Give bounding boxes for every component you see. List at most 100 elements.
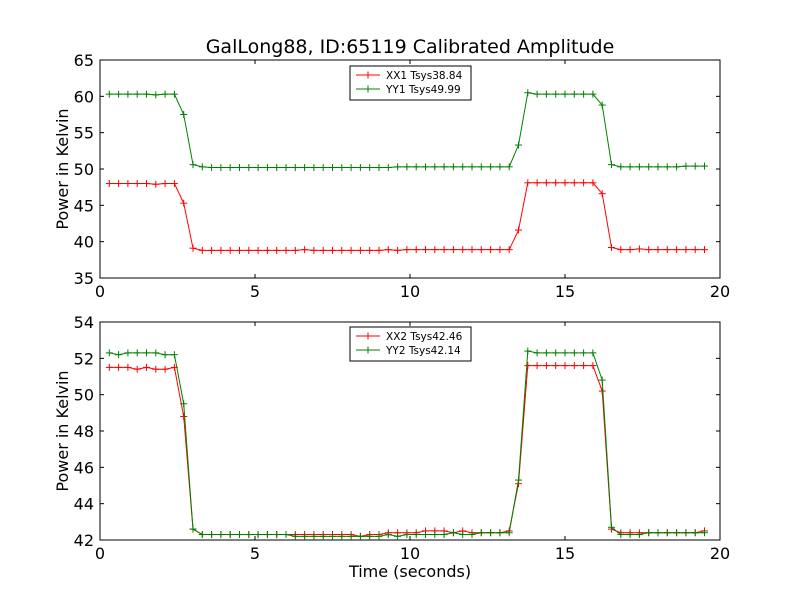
data-point [180, 199, 188, 207]
data-point [254, 531, 262, 539]
y-tick-label: 55 [74, 124, 94, 143]
y-tick-label: 60 [74, 87, 94, 106]
data-point [189, 161, 197, 169]
data-point [608, 523, 615, 531]
data-point [617, 246, 625, 254]
data-point [691, 162, 699, 170]
data-point [356, 164, 364, 172]
data-point [143, 349, 150, 357]
data-point [682, 246, 690, 254]
data-point [561, 362, 569, 370]
x-tick-label: 20 [710, 282, 730, 301]
legend-item: XX1 Tsys38.84 [356, 70, 463, 82]
data-point [198, 246, 206, 254]
data-point [403, 163, 411, 171]
data-point [691, 246, 699, 254]
data-point [422, 246, 429, 254]
data-point [208, 531, 216, 539]
data-point [580, 362, 588, 370]
data-point [338, 246, 346, 254]
y-tick-label: 35 [74, 269, 94, 288]
data-point [180, 412, 188, 420]
data-point [319, 532, 327, 540]
y-tick-label: 50 [74, 386, 94, 405]
data-point [301, 246, 309, 254]
data-point [515, 476, 522, 484]
data-point [412, 163, 420, 171]
data-point [487, 246, 495, 254]
data-point [124, 349, 132, 357]
data-point [487, 529, 495, 537]
data-point [542, 179, 550, 187]
data-point [347, 164, 355, 172]
legend: XX1 Tsys38.84 YY1 Tsys49.99 [349, 65, 472, 101]
data-point [598, 376, 606, 384]
data-point [115, 351, 123, 359]
data-point [589, 90, 597, 98]
data-point [552, 362, 560, 370]
x-tick-label: 15 [555, 282, 575, 301]
bottom-subplot: 0 5 10 15 20 42 44 46 48 50 52 54 Power in Kelvin Tim… [53, 313, 730, 581]
data-point [570, 362, 578, 370]
data-point [273, 531, 281, 539]
data-point [124, 180, 132, 188]
data-point [115, 90, 123, 98]
data-point [115, 180, 123, 188]
data-point [291, 246, 299, 254]
data-point [105, 349, 113, 357]
data-point [338, 164, 346, 172]
data-point [701, 162, 708, 170]
data-point [542, 349, 550, 357]
data-point [524, 347, 532, 355]
data-point [459, 531, 467, 539]
data-point [291, 532, 299, 540]
data-point [635, 163, 643, 171]
data-point [263, 164, 271, 172]
data-point [468, 531, 476, 539]
data-point [589, 349, 597, 357]
y-tick-label: 50 [74, 160, 94, 179]
data-point [617, 531, 625, 539]
data-point [431, 246, 439, 254]
data-point [384, 531, 392, 539]
data-point [449, 163, 457, 171]
data-point [459, 163, 467, 171]
data-point [152, 349, 160, 357]
data-point [505, 163, 513, 171]
data-point [180, 111, 188, 118]
data-point [170, 351, 178, 359]
x-tick-label: 5 [250, 282, 260, 301]
data-point [226, 164, 234, 172]
data-point [663, 163, 671, 171]
data-point [263, 246, 271, 254]
y-tick-label: 46 [74, 458, 94, 477]
data-point [635, 245, 643, 253]
data-point [152, 180, 160, 188]
y-tick-label: 65 [74, 51, 94, 70]
data-point [152, 365, 160, 373]
data-point [375, 164, 383, 172]
data-point [645, 246, 653, 254]
data-point [282, 531, 290, 539]
legend-item: XX2 Tsys42.46 [356, 331, 463, 343]
top-subplot: 0 5 10 15 20 35 40 45 50 55 60 65 Power in Kelvin XX1… [53, 51, 730, 301]
data-point [654, 529, 662, 537]
data-point [273, 164, 281, 172]
data-point [654, 163, 662, 171]
data-point [663, 529, 671, 537]
data-point [431, 163, 439, 171]
data-point [598, 387, 606, 395]
data-point [626, 163, 634, 171]
legend-label: XX1 Tsys38.84 [386, 70, 463, 82]
data-point [329, 246, 336, 254]
data-point [515, 141, 522, 149]
data-point [254, 164, 262, 172]
data-point [356, 532, 364, 540]
data-point [245, 246, 253, 254]
data-point [384, 164, 392, 172]
data-point [440, 531, 448, 539]
data-point [124, 90, 132, 98]
data-point [161, 90, 169, 98]
data-point [198, 531, 206, 539]
x-axis-label: Time (seconds) [348, 562, 471, 581]
